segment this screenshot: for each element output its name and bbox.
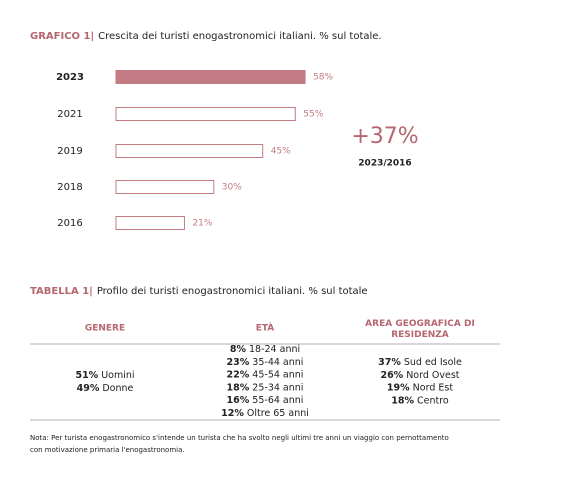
- cell-text: Nord Est: [413, 382, 454, 393]
- cell-text: 35-44 anni: [252, 356, 303, 367]
- bar: [115, 107, 296, 121]
- table: GENERE ETÀ AREA GEOGRAFICA DI RESIDENZA 51% U…: [75, 319, 474, 419]
- cell-text: 45-54 anni: [252, 369, 303, 380]
- cell-percent: 19%: [387, 382, 410, 393]
- cell-text: 55-64 anni: [252, 395, 303, 406]
- table-cell: 16% 55-64 anni: [227, 395, 304, 406]
- cell-percent: 51%: [75, 370, 98, 381]
- column-header: GENERE: [85, 324, 125, 334]
- bar: [115, 216, 185, 230]
- value-label: 45%: [271, 147, 291, 157]
- cell-text: Oltre 65 anni: [247, 408, 309, 419]
- cell-percent: 37%: [378, 357, 401, 368]
- bar: [115, 70, 306, 84]
- value-label: 21%: [192, 219, 212, 229]
- table-cell: 23% 35-44 anni: [227, 356, 304, 367]
- cell-percent: 8%: [230, 344, 247, 355]
- chart-title: Crescita dei turisti enogastronomici ita…: [98, 31, 381, 42]
- bar: [115, 180, 215, 194]
- cell-text: Nord Ovest: [406, 369, 460, 380]
- chart-label: GRAFICO 1|: [30, 31, 94, 42]
- cell-percent: 49%: [77, 382, 100, 393]
- cell-text: Donne: [102, 382, 133, 393]
- note-line: con motivazione primaria l'enogastronomi…: [30, 446, 185, 454]
- note-line: Nota: Per turista enogastronomico s'inte…: [30, 434, 449, 442]
- table-cell: 18% 25-34 anni: [227, 382, 304, 393]
- cell-percent: 12%: [221, 408, 244, 419]
- cell-percent: 18%: [391, 395, 414, 406]
- table-cell: 19% Nord Est: [387, 382, 453, 393]
- column-header: AREA GEOGRAFICA DI RESIDENZA: [365, 319, 475, 340]
- cell-text: Sud ed Isole: [404, 357, 462, 368]
- chart-heading: GRAFICO 1| Crescita dei turisti enogastro…: [30, 31, 382, 42]
- table-cell: 18% Centro: [391, 395, 449, 406]
- table-cell: 51% Uomini: [75, 370, 134, 381]
- category-label: 2019: [57, 146, 82, 157]
- table-heading: TABELLA 1| Profilo dei turisti enogastron…: [30, 286, 368, 297]
- cell-percent: 23%: [227, 356, 250, 367]
- table-cell: 26% Nord Ovest: [380, 369, 459, 380]
- value-label: 58%: [313, 73, 333, 83]
- cell-text: Uomini: [101, 370, 134, 381]
- category-label: 2021: [57, 109, 82, 120]
- cell-percent: 18%: [227, 382, 250, 393]
- cell-text: 18-24 anni: [249, 344, 300, 355]
- cell-text: 25-34 anni: [252, 382, 303, 393]
- table-title: Profilo dei turisti enogastronomici ital…: [97, 286, 368, 297]
- bar: [115, 144, 264, 158]
- table-cell: 22% 45-54 anni: [227, 369, 304, 380]
- cell-text: Centro: [417, 395, 449, 406]
- cell-percent: 16%: [227, 395, 250, 406]
- table-cell: 49% Donne: [77, 382, 134, 393]
- cell-percent: 26%: [380, 369, 403, 380]
- category-label: 2018: [57, 182, 82, 193]
- column-header: ETÀ: [256, 322, 275, 334]
- table-cell: 37% Sud ed Isole: [378, 357, 462, 368]
- value-label: 30%: [222, 183, 242, 193]
- value-label: 55%: [303, 110, 323, 120]
- table-cell: 12% Oltre 65 anni: [221, 408, 309, 419]
- table-label: TABELLA 1|: [30, 286, 93, 297]
- cell-percent: 22%: [227, 369, 250, 380]
- annotation-period: 2023/2016: [358, 159, 411, 169]
- category-label: 2016: [57, 218, 82, 229]
- category-label: 2023: [56, 72, 84, 83]
- annotation-growth: +37%: [351, 124, 418, 149]
- table-cell: 8% 18-24 anni: [230, 344, 300, 355]
